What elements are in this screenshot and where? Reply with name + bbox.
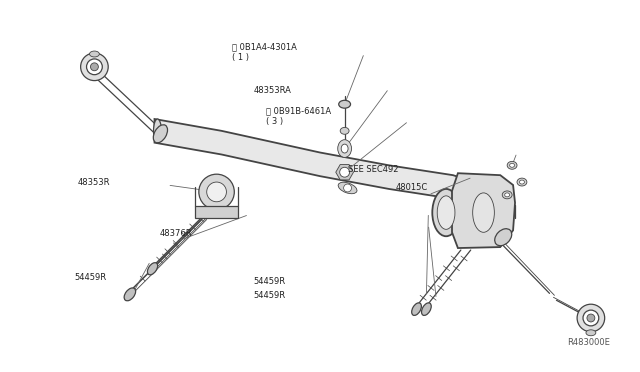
Circle shape bbox=[587, 314, 595, 322]
Text: 48376R: 48376R bbox=[159, 229, 192, 238]
Ellipse shape bbox=[502, 191, 512, 199]
Circle shape bbox=[86, 59, 102, 75]
Text: 54459R: 54459R bbox=[254, 291, 286, 301]
Polygon shape bbox=[452, 173, 515, 248]
Text: 54459R: 54459R bbox=[74, 273, 106, 282]
Ellipse shape bbox=[586, 330, 596, 336]
Ellipse shape bbox=[495, 229, 512, 246]
Ellipse shape bbox=[507, 161, 517, 169]
Ellipse shape bbox=[432, 189, 460, 236]
Text: 48353RA: 48353RA bbox=[254, 86, 292, 95]
Circle shape bbox=[207, 182, 227, 202]
Circle shape bbox=[577, 304, 605, 332]
Polygon shape bbox=[154, 119, 477, 207]
Text: Ⓝ 0B91B-6461A
( 3 ): Ⓝ 0B91B-6461A ( 3 ) bbox=[266, 107, 332, 126]
Ellipse shape bbox=[340, 127, 349, 134]
Ellipse shape bbox=[520, 180, 524, 184]
Circle shape bbox=[90, 63, 99, 71]
Ellipse shape bbox=[154, 119, 161, 142]
Ellipse shape bbox=[437, 196, 455, 230]
Ellipse shape bbox=[339, 100, 351, 108]
Text: 48015C: 48015C bbox=[396, 183, 428, 192]
Ellipse shape bbox=[338, 140, 351, 157]
Ellipse shape bbox=[412, 303, 421, 315]
Text: R483000E: R483000E bbox=[567, 338, 610, 347]
Circle shape bbox=[583, 310, 599, 326]
Polygon shape bbox=[336, 164, 353, 180]
Ellipse shape bbox=[505, 193, 509, 197]
Ellipse shape bbox=[90, 51, 99, 57]
Polygon shape bbox=[195, 206, 238, 218]
Ellipse shape bbox=[517, 178, 527, 186]
Ellipse shape bbox=[124, 288, 136, 301]
Text: Ⓑ 0B1A4-4301A
( 1 ): Ⓑ 0B1A4-4301A ( 1 ) bbox=[232, 42, 296, 62]
Text: SEE SEC492: SEE SEC492 bbox=[348, 165, 399, 174]
Ellipse shape bbox=[473, 193, 494, 232]
Circle shape bbox=[340, 167, 349, 177]
Ellipse shape bbox=[341, 144, 348, 153]
Circle shape bbox=[199, 174, 234, 210]
Ellipse shape bbox=[338, 182, 357, 194]
Text: 54459R: 54459R bbox=[254, 277, 286, 286]
Ellipse shape bbox=[509, 163, 515, 167]
Ellipse shape bbox=[422, 303, 431, 315]
Ellipse shape bbox=[147, 263, 157, 275]
Circle shape bbox=[344, 184, 351, 192]
Circle shape bbox=[81, 53, 108, 81]
Text: 48353R: 48353R bbox=[77, 178, 110, 187]
Ellipse shape bbox=[154, 125, 168, 143]
